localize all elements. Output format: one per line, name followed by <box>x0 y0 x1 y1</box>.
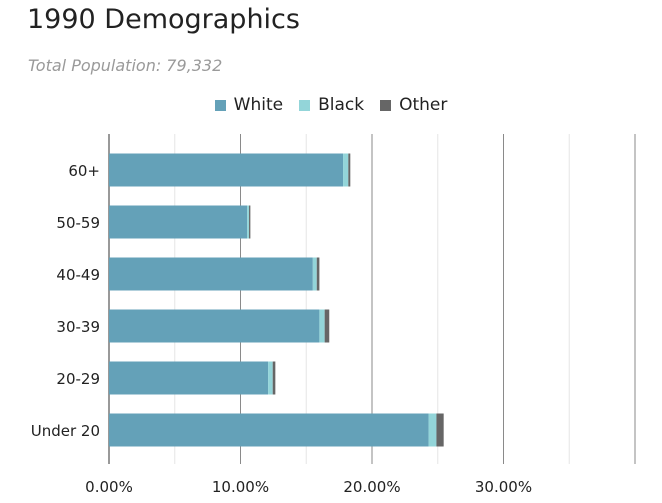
bar-segment-black-5 <box>428 413 437 447</box>
legend-item-black[interactable]: Black <box>299 95 364 115</box>
y-tick-label: Under 20 <box>31 422 100 440</box>
bar-segment-black-0 <box>343 153 349 187</box>
bar-segment-white-5 <box>109 413 429 447</box>
y-tick-label: 60+ <box>68 162 100 180</box>
legend-label-other: Other <box>399 95 448 115</box>
legend-swatch-white <box>214 99 226 111</box>
y-tick-label: 30-39 <box>56 318 100 336</box>
legend-swatch-black <box>299 99 311 111</box>
x-tick-label: 20.00% <box>343 478 400 496</box>
x-tick-label: 10.00% <box>212 478 269 496</box>
legend-label-black: Black <box>318 95 365 115</box>
x-tick-label: 30.00% <box>475 478 532 496</box>
x-tick-label: 0.00% <box>85 478 133 496</box>
y-tick-label: 50-59 <box>56 214 100 232</box>
bar-segment-black-4 <box>268 361 273 395</box>
y-tick-label: 20-29 <box>56 370 100 388</box>
bar-segment-other-1 <box>249 205 251 239</box>
chart-legend: White Black Other <box>0 95 662 115</box>
legend-item-white[interactable]: White <box>214 95 284 115</box>
legend-swatch-other <box>380 99 392 111</box>
chart-subtitle: Total Population: 79,332 <box>28 56 223 75</box>
bar-segment-other-0 <box>348 153 351 187</box>
bar-segment-other-3 <box>324 309 330 343</box>
bar-segment-other-4 <box>272 361 276 395</box>
bar-segment-black-3 <box>319 309 325 343</box>
bar-segment-black-2 <box>312 257 317 291</box>
bar-segment-white-0 <box>109 153 344 187</box>
bar-segment-white-1 <box>109 205 248 239</box>
chart-title: 1990 Demographics <box>27 4 300 35</box>
legend-label-white: White <box>233 95 284 115</box>
bar-segment-other-2 <box>316 257 320 291</box>
bar-segment-white-3 <box>109 309 320 343</box>
legend-item-other[interactable]: Other <box>380 95 447 115</box>
y-tick-label: 40-49 <box>56 266 100 284</box>
bar-segment-white-2 <box>109 257 313 291</box>
bar-segment-other-5 <box>436 413 444 447</box>
bar-segment-black-1 <box>247 205 250 239</box>
bar-segment-white-4 <box>109 361 269 395</box>
